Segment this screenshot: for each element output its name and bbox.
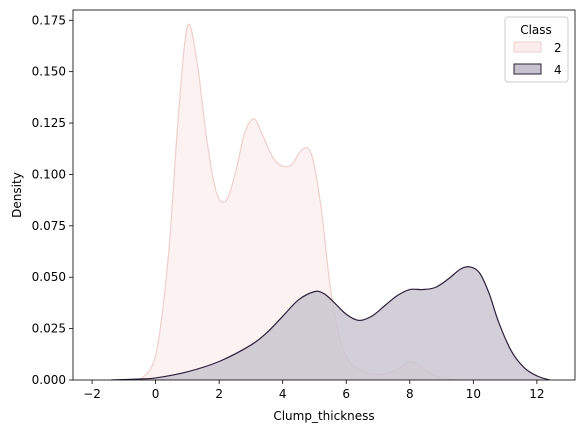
y-tick-label: 0.100: [32, 167, 66, 181]
x-tick-label: −2: [83, 387, 101, 401]
x-axis: −2 0 2 4 6 8 10 12: [83, 380, 545, 401]
legend: Class 2 4: [504, 16, 569, 83]
y-tick-label: 0.125: [32, 116, 66, 130]
y-tick-label: 0.025: [32, 322, 66, 336]
x-tick-label: 10: [466, 387, 481, 401]
legend-title: Class: [520, 23, 552, 37]
y-axis-label: Density: [10, 172, 24, 218]
y-tick-label: 0.000: [32, 373, 66, 387]
x-axis-label: Clump_thickness: [273, 409, 374, 423]
series-4: [111, 266, 550, 380]
plot-frame: [72, 9, 576, 381]
y-tick-label: 0.150: [32, 65, 66, 79]
y-tick-label: 0.175: [32, 13, 66, 27]
y-tick-label: 0.050: [32, 270, 66, 284]
y-axis: 0.000 0.025 0.050 0.075 0.100 0.125 0.150 0.175: [32, 13, 73, 387]
x-tick-label: 8: [406, 387, 414, 401]
x-tick-label: 2: [215, 387, 223, 401]
series-4-area: [111, 266, 550, 380]
x-tick-label: 12: [529, 387, 544, 401]
y-tick-label: 0.075: [32, 219, 66, 233]
legend-swatch-4: [513, 63, 542, 75]
legend-label-4: 4: [554, 63, 562, 77]
x-tick-label: 6: [342, 387, 350, 401]
series-2-area: [139, 24, 458, 380]
plot-area: [111, 23, 550, 380]
legend-swatch-2: [513, 41, 542, 53]
series-4-line: [111, 266, 550, 380]
x-tick-label: 4: [279, 387, 287, 401]
x-tick-label: 0: [152, 387, 160, 401]
legend-label-2: 2: [554, 41, 562, 55]
